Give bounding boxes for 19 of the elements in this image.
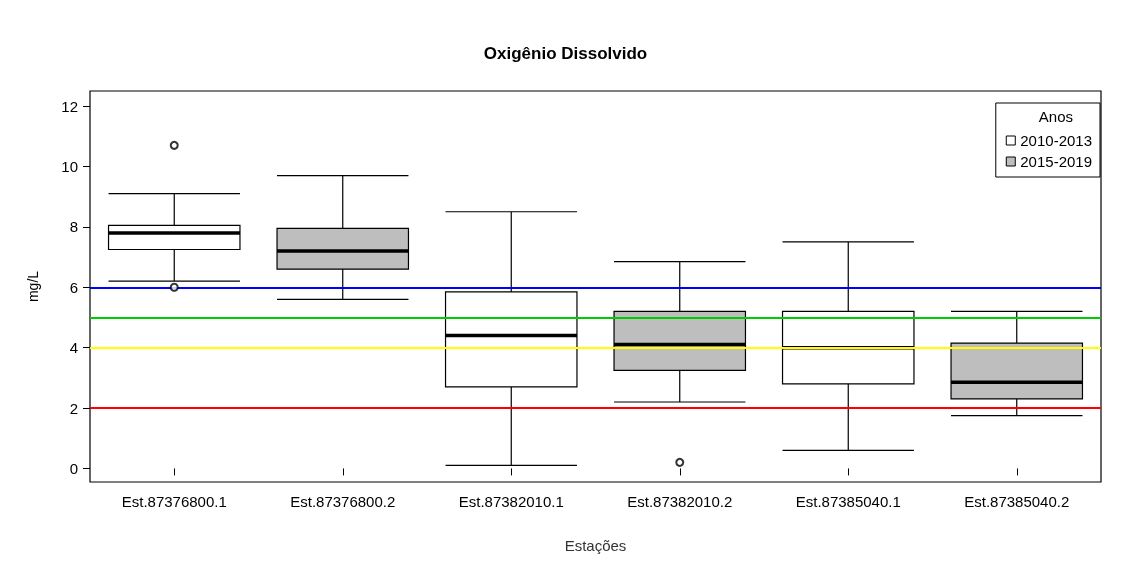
- legend-title: Anos: [1038, 108, 1074, 125]
- x-tick-label: Est.87376800.2: [290, 493, 396, 510]
- y-tick-label: 12: [61, 97, 78, 115]
- x-tick-label: Est.87382010.1: [458, 493, 564, 510]
- x-tick-label: Est.87385040.2: [964, 493, 1070, 510]
- x-tick-label: Est.87376800.1: [121, 493, 227, 510]
- x-tick-label: Est.87385040.1: [795, 493, 901, 510]
- y-axis-title: mg/L: [25, 270, 41, 303]
- y-tick-label: 0: [69, 459, 78, 477]
- x-axis-title: Estações: [564, 537, 627, 554]
- y-tick-label: 10: [61, 157, 78, 175]
- legend-label: 2010-2013: [1020, 132, 1092, 149]
- chart-title: Oxigênio Dissolvido: [483, 44, 648, 63]
- y-tick-label: 2: [69, 399, 78, 417]
- y-tick-label: 8: [69, 218, 78, 236]
- y-tick-label: 4: [69, 339, 78, 357]
- x-tick-label: Est.87382010.2: [627, 493, 733, 510]
- y-tick-label: 6: [69, 278, 78, 296]
- legend-label: 2015-2019: [1020, 153, 1092, 170]
